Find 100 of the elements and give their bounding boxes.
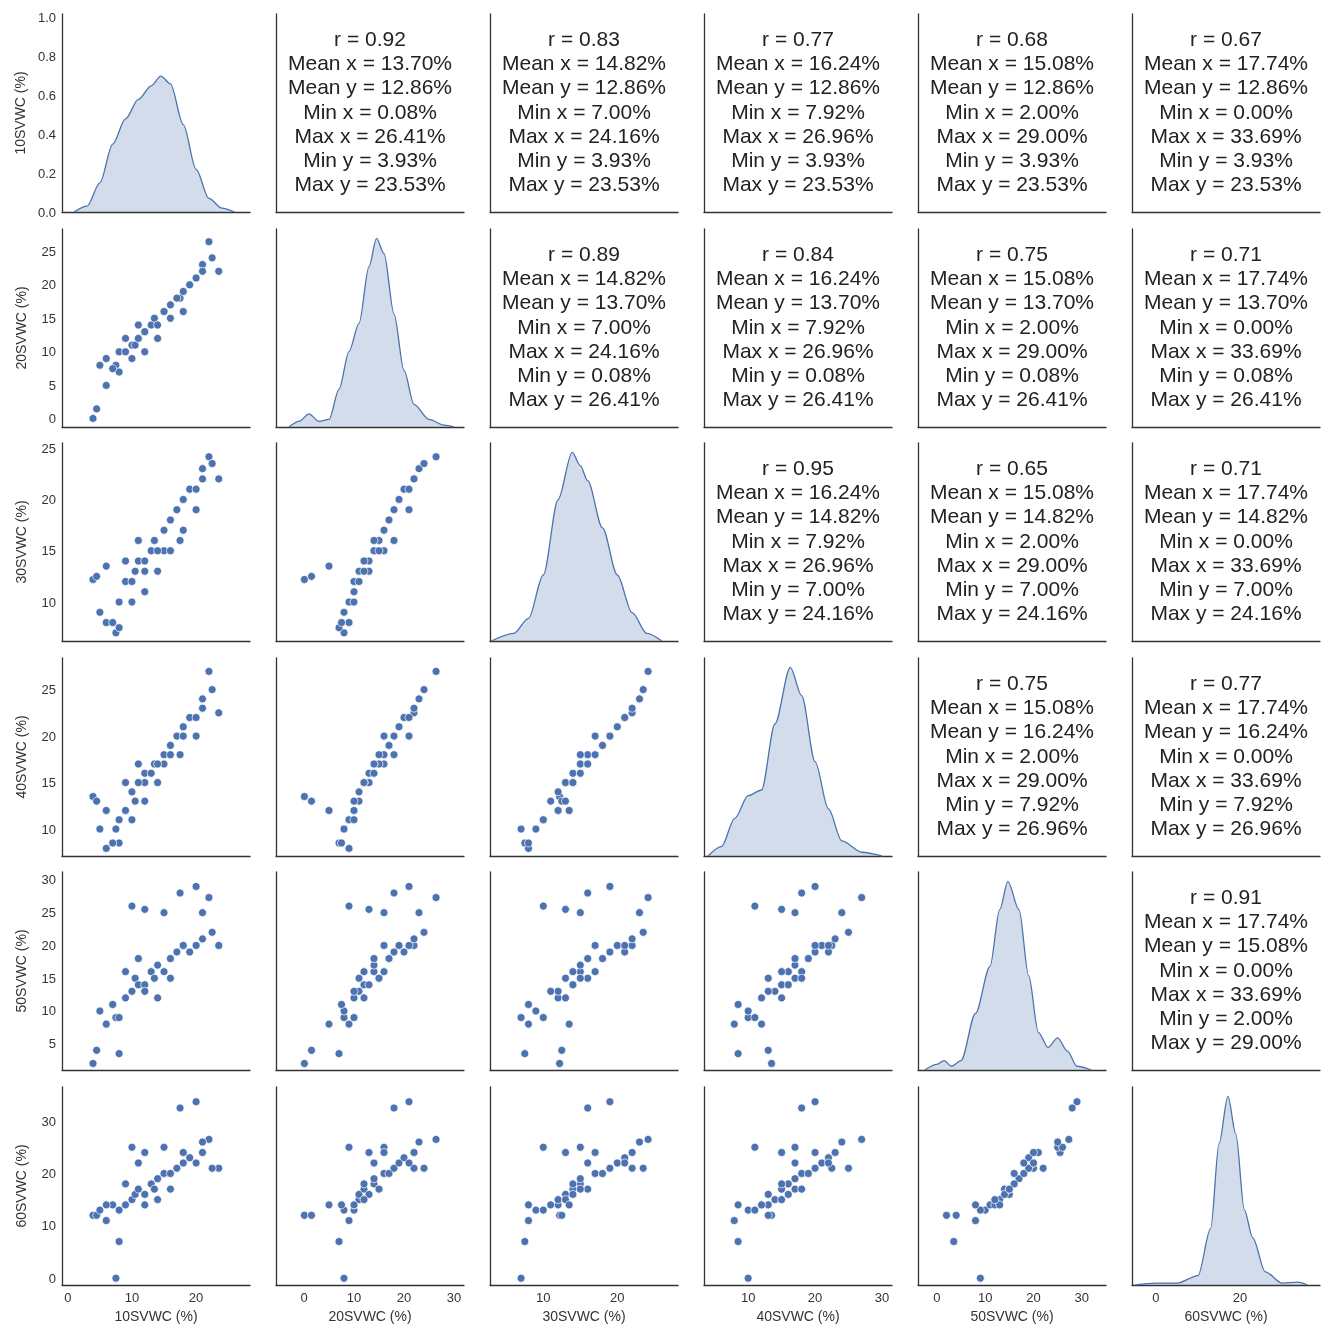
text: Mean y = 16.24% [1143,719,1309,743]
text: Min x = 7.00% [517,99,651,123]
y-tick-label: 10 [41,1218,56,1234]
text: Max y = 29.00% [1150,1030,1302,1054]
text: Max y = 24.16% [722,601,874,625]
text: Max y = 26.96% [1150,816,1302,840]
text: r = 0.75 [976,242,1048,265]
y-tick-label: 10 [41,344,56,360]
text: Min x = 7.92% [731,99,865,123]
y-tick-label: 25 [41,243,56,259]
y-tick-label: 20 [41,491,56,507]
y-tick-label: 25 [41,440,56,456]
y-tick-label: 0.0 [37,204,56,220]
text: Min y = 7.92% [1159,792,1293,815]
text: r = 0.75 [976,671,1048,694]
text: Mean x = 14.82% [501,266,667,290]
x-tick-label: 10 [977,1290,993,1305]
y-tick-label: 10 [41,1003,56,1019]
text: r = 0.71 [1190,242,1262,265]
text: Max y = 23.53% [936,172,1088,196]
x-tick-label: 10 [124,1290,140,1305]
text: r = 0.67 [1190,27,1262,50]
text: Max x = 29.00% [936,123,1088,147]
y-tick-label: 30 [41,872,56,888]
y-tick-label: 0.6 [37,88,56,104]
x-tick-label: 30 [874,1290,890,1305]
text: r = 0.95 [762,456,834,479]
text: Max x = 24.16% [508,123,660,147]
x-tick-label: 0 [300,1290,308,1305]
y-axis-title: 30SVWC (%) [13,500,29,584]
x-tick-label: 0 [64,1290,72,1305]
text: Min x = 2.00% [945,528,1079,552]
text: Min y = 7.00% [945,577,1079,600]
y-tick-label: 25 [41,682,56,698]
x-tick-label: 20 [1026,1290,1041,1305]
text: Min y = 0.08% [945,363,1079,386]
text: Min y = 3.93% [517,148,651,171]
text: Max x = 26.96% [722,552,874,576]
text: Min x = 7.92% [731,528,865,552]
x-axis-title: 50SVWC (%) [970,1307,1054,1324]
text: Min y = 3.93% [731,148,865,171]
text: Min y = 0.08% [517,363,651,386]
y-tick-label: 20 [41,937,56,953]
text: Min y = 0.08% [731,363,865,386]
text: Mean x = 14.82% [501,51,667,75]
text: Min x = 0.00% [1159,314,1293,338]
y-tick-label: 0.4 [37,126,56,142]
text: Max y = 23.53% [1150,172,1302,196]
text: Mean x = 13.70% [287,51,453,75]
text: Min y = 7.00% [731,577,865,600]
text: Mean x = 16.24% [715,480,881,504]
x-tick-label: 10 [346,1290,362,1305]
text: Mean x = 16.24% [715,266,881,290]
y-axis-title: 10SVWC (%) [12,71,29,155]
y-tick-label: 15 [41,543,56,559]
text: r = 0.68 [976,27,1048,50]
y-tick-label: 10 [41,821,56,837]
text: r = 0.84 [762,242,835,265]
text: Max y = 23.53% [294,172,446,196]
text: Min x = 0.00% [1159,528,1293,552]
y-axis-title: 40SVWC (%) [13,715,29,799]
text: Max y = 26.96% [936,816,1088,840]
y-tick-label: 0 [48,411,56,427]
text: Mean y = 14.82% [1143,504,1309,528]
text: Mean x = 17.74% [1143,480,1309,504]
text: Max y = 23.53% [722,172,874,196]
text: r = 0.83 [548,27,620,50]
text: Min x = 2.00% [945,314,1079,338]
y-tick-label: 15 [41,775,56,791]
x-tick-label: 10 [536,1290,551,1305]
text: Mean x = 15.08% [929,480,1095,504]
text: Mean y = 12.86% [1143,75,1309,99]
y-tick-label: 10 [41,594,56,610]
x-axis-title: 30SVWC (%) [542,1307,626,1324]
text: Max y = 24.16% [936,601,1088,625]
y-tick-label: 20 [41,728,56,744]
text: Max x = 26.96% [722,338,874,362]
x-tick-label: 10 [740,1290,756,1305]
text: Max y = 26.41% [722,387,874,411]
text: Max x = 29.00% [936,338,1088,362]
text: r = 0.92 [334,27,406,50]
text: Min x = 2.00% [945,743,1079,767]
text: Min x = 0.00% [1159,99,1293,123]
y-axis-title: 60SVWC (%) [13,1144,29,1228]
text: Max x = 24.16% [508,338,660,362]
text: r = 0.71 [1190,456,1262,479]
text: Mean y = 12.86% [287,75,453,99]
text: Max x = 33.69% [1150,338,1302,362]
text: Mean y = 12.86% [501,75,667,99]
text: Min x = 0.00% [1159,957,1293,981]
y-tick-label: 5 [48,1036,56,1052]
x-tick-label: 20 [396,1290,412,1305]
text: Max y = 26.41% [508,387,660,411]
y-tick-label: 15 [41,970,56,986]
text: Min y = 3.93% [303,148,437,171]
text: Max x = 33.69% [1150,767,1302,791]
text: r = 0.89 [548,242,620,265]
text: Mean x = 17.74% [1143,909,1309,933]
text: Min y = 3.93% [945,148,1079,171]
y-tick-label: 25 [41,905,56,921]
